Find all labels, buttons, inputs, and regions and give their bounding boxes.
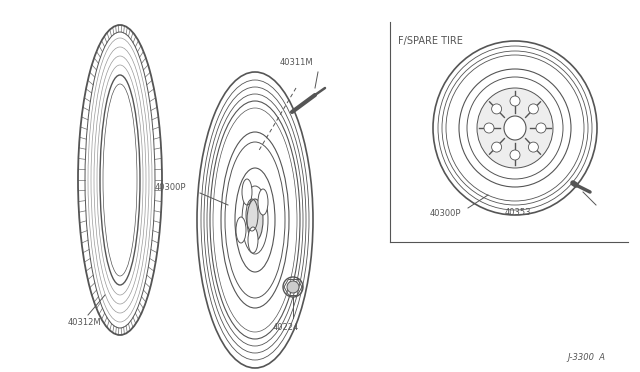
Ellipse shape (510, 150, 520, 160)
Ellipse shape (510, 96, 520, 106)
Ellipse shape (504, 116, 526, 140)
Text: 40353: 40353 (505, 208, 531, 217)
Ellipse shape (529, 104, 538, 114)
Ellipse shape (236, 217, 246, 243)
Text: 40311M: 40311M (280, 58, 314, 67)
Ellipse shape (529, 142, 538, 152)
Ellipse shape (492, 142, 502, 152)
Ellipse shape (258, 189, 268, 215)
Ellipse shape (536, 123, 546, 133)
Ellipse shape (484, 123, 494, 133)
Ellipse shape (492, 104, 502, 114)
Ellipse shape (477, 88, 553, 168)
Ellipse shape (248, 227, 258, 253)
Text: 40300P: 40300P (430, 209, 461, 218)
Text: J-3300  A: J-3300 A (567, 353, 605, 362)
Text: 40224: 40224 (273, 323, 300, 332)
Ellipse shape (247, 199, 263, 241)
Ellipse shape (287, 281, 299, 293)
Text: 40300P: 40300P (155, 183, 186, 192)
Text: F/SPARE TIRE: F/SPARE TIRE (398, 36, 463, 46)
Ellipse shape (242, 179, 252, 205)
Text: 40312M: 40312M (68, 318, 102, 327)
